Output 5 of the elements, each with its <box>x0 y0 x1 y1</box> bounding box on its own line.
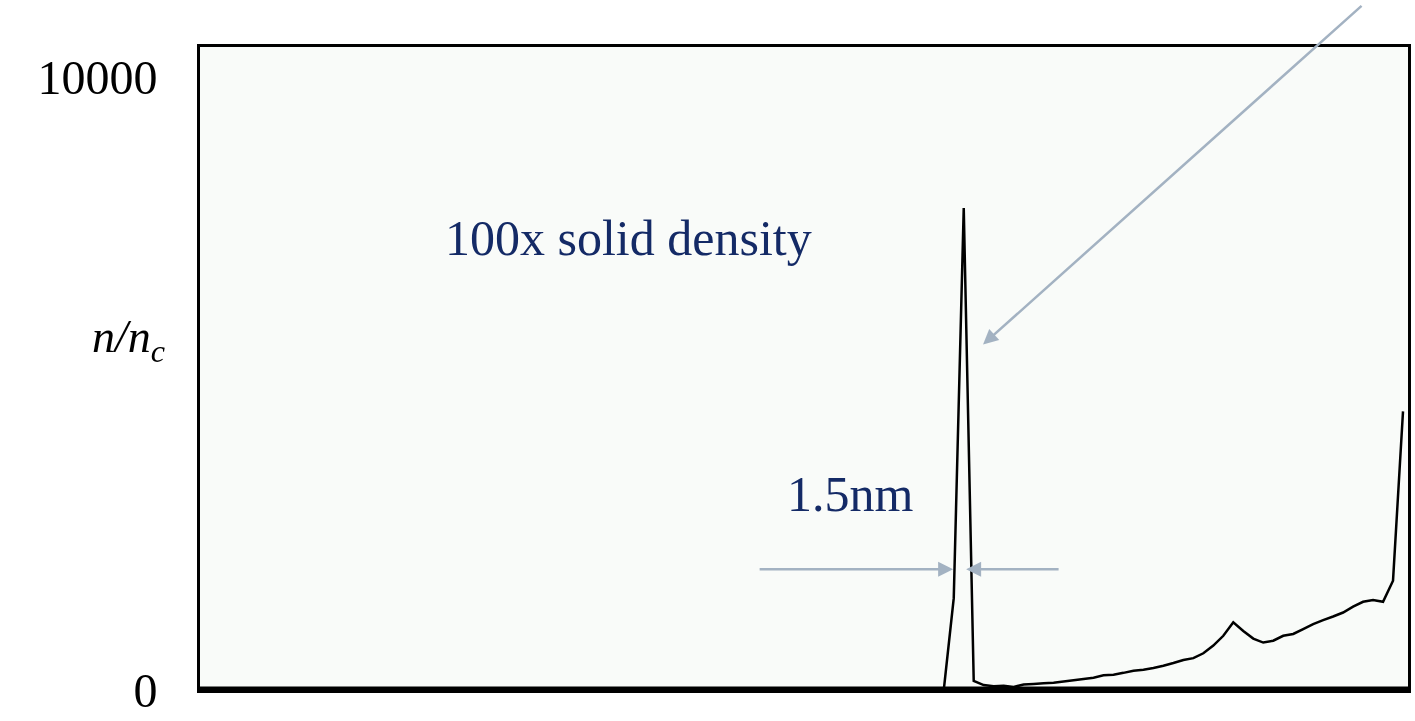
y-tick-label: 10000 <box>37 51 158 105</box>
y-tick-label: 0 <box>133 663 158 717</box>
y-axis-title: n/n$_{c}$ <box>92 311 166 369</box>
annotation: 100x solid density <box>445 210 812 266</box>
annotation: 1.5nm <box>787 466 914 522</box>
